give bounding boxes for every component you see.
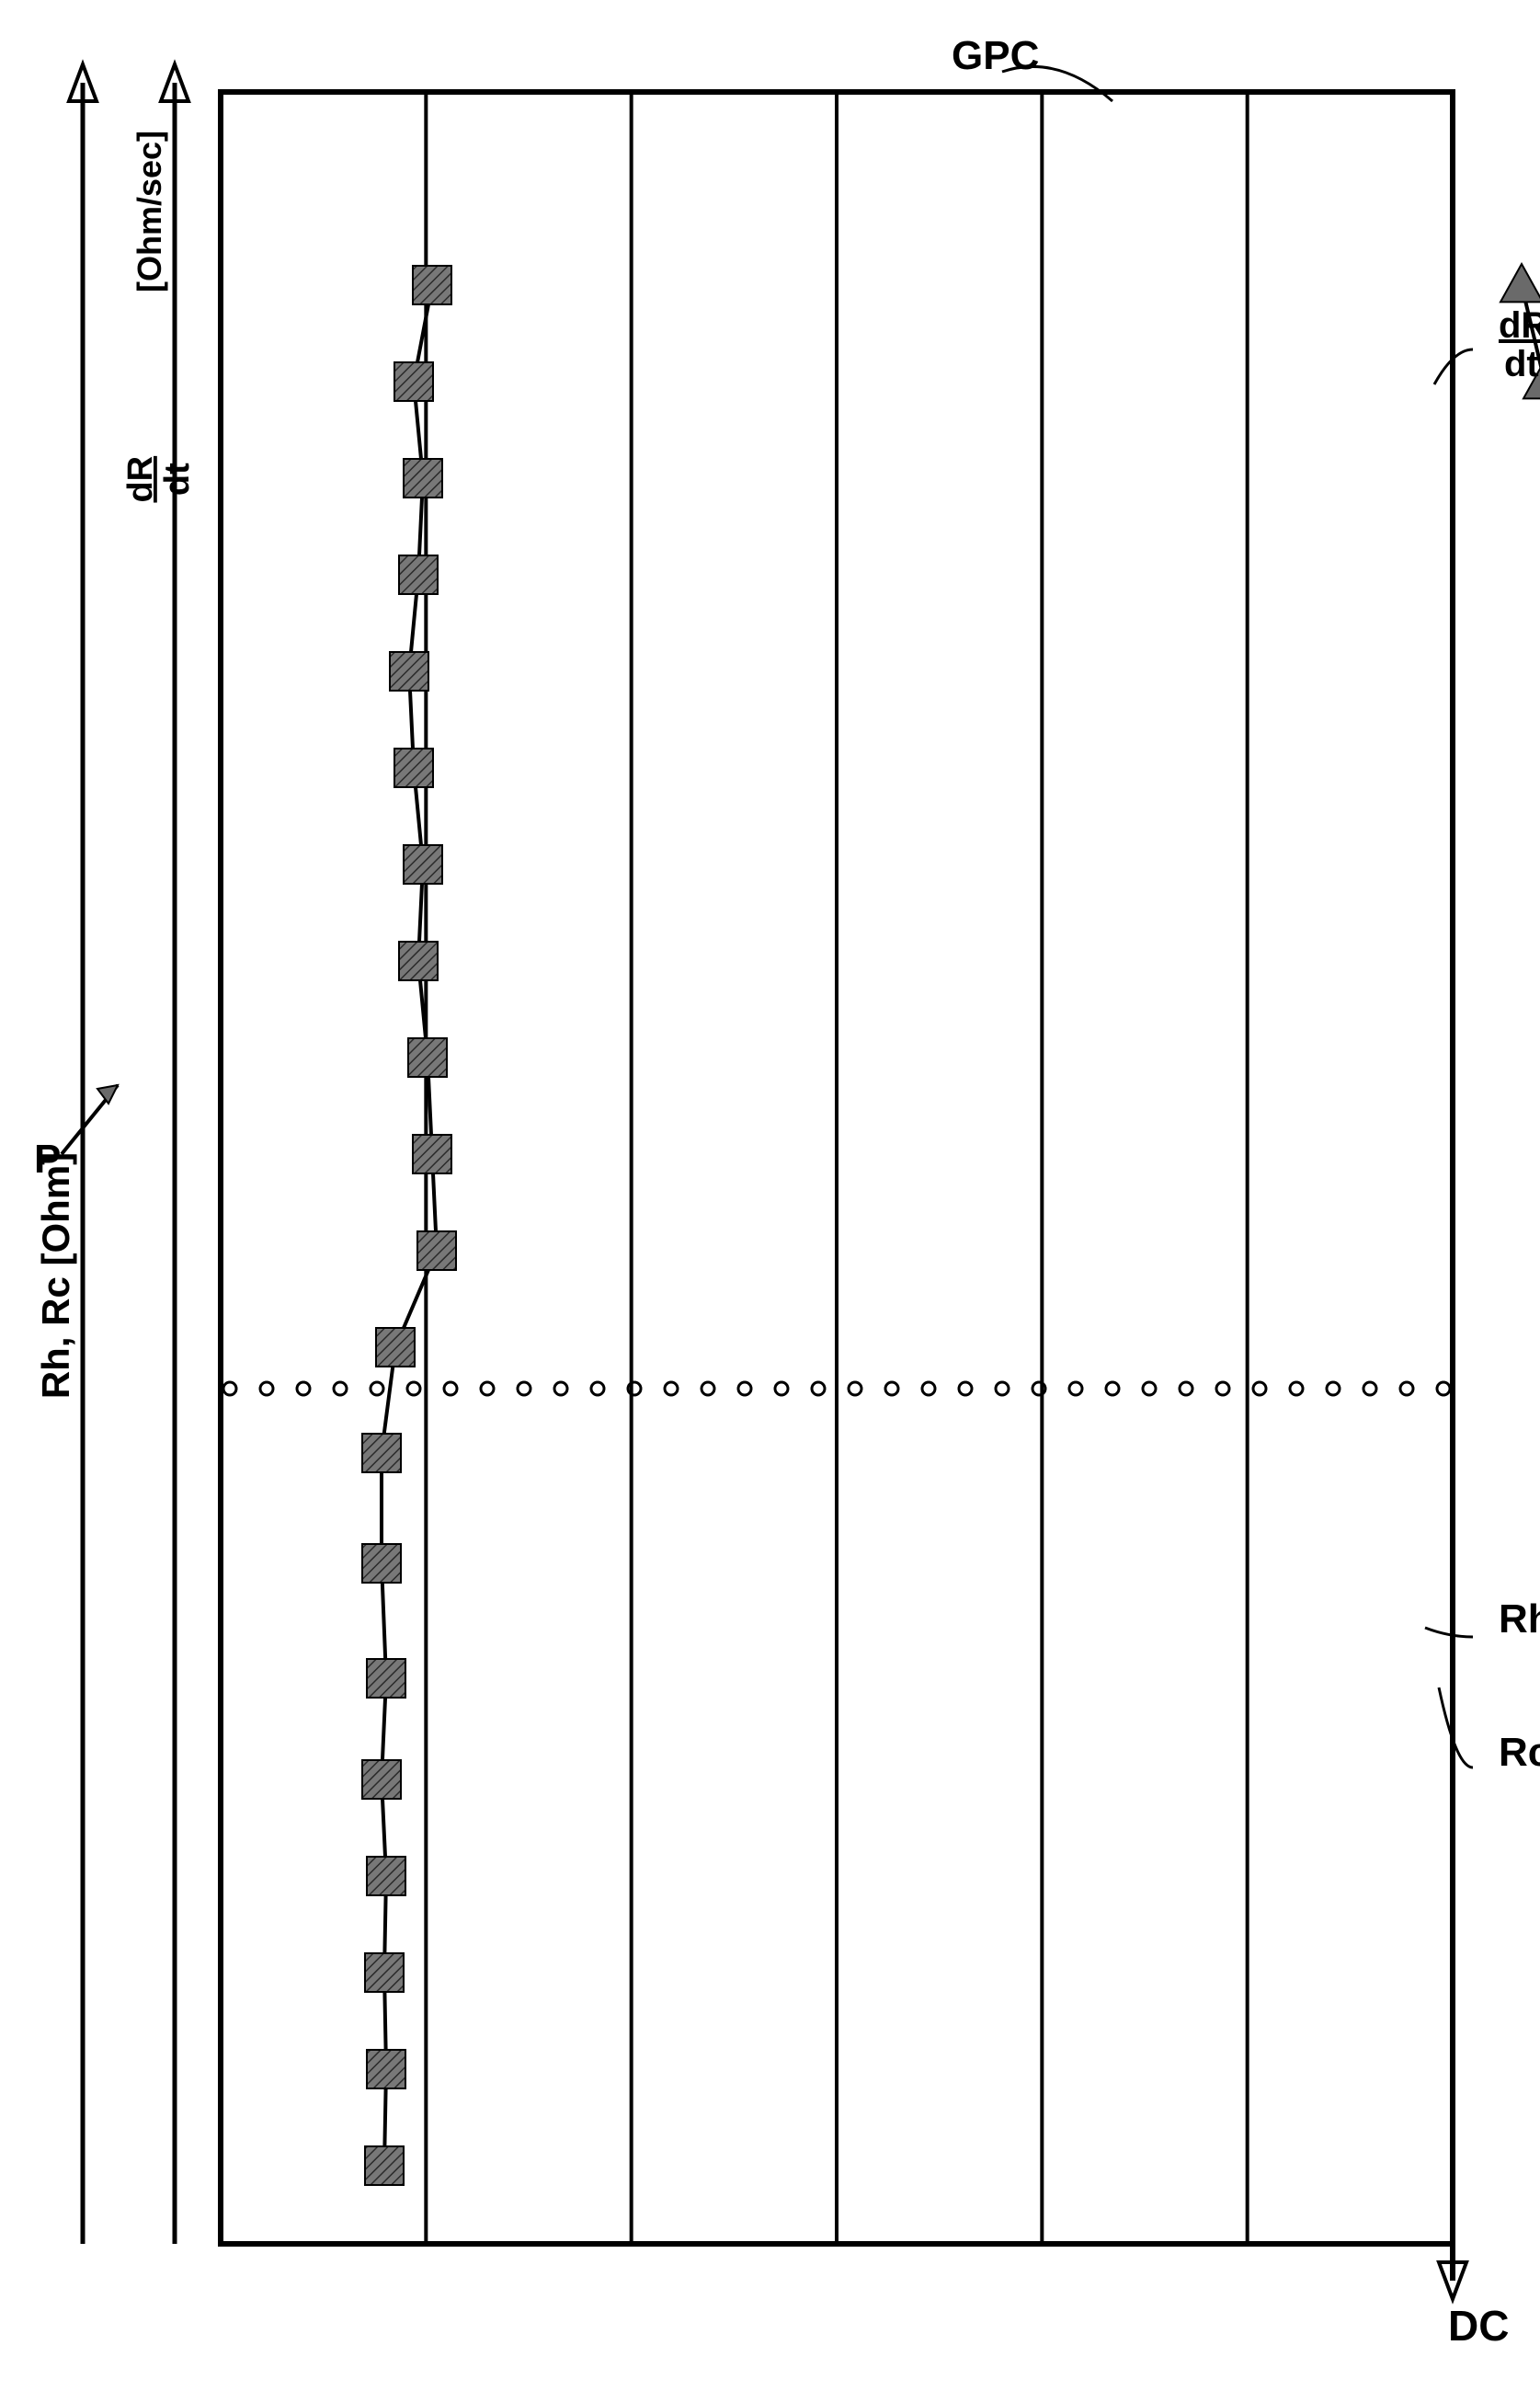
svg-text:Rh: Rh — [1499, 1596, 1540, 1642]
svg-text:DC: DC — [1448, 2302, 1509, 2350]
chart-svg: Rh, Rc [Ohm]dRdtdR[Ohm/sec]DCdRdtRhRcGPC… — [18, 18, 1540, 2373]
chart-container: Rh, Rc [Ohm]dRdtdR[Ohm/sec]DCdRdtRhRcGPC… — [18, 18, 1540, 2373]
svg-text:dt: dt — [1504, 344, 1539, 384]
svg-text:GPC: GPC — [952, 33, 1039, 78]
svg-text:dR: dR — [1499, 305, 1540, 346]
svg-text:Rc: Rc — [1499, 1730, 1540, 1775]
svg-text:dR: dR — [121, 456, 160, 503]
svg-text:Rh, Rc [Ohm]: Rh, Rc [Ohm] — [34, 1152, 77, 1399]
svg-text:dt: dt — [158, 463, 197, 496]
svg-text:[Ohm/sec]: [Ohm/sec] — [131, 131, 168, 292]
svg-text:P: P — [34, 1137, 61, 1182]
